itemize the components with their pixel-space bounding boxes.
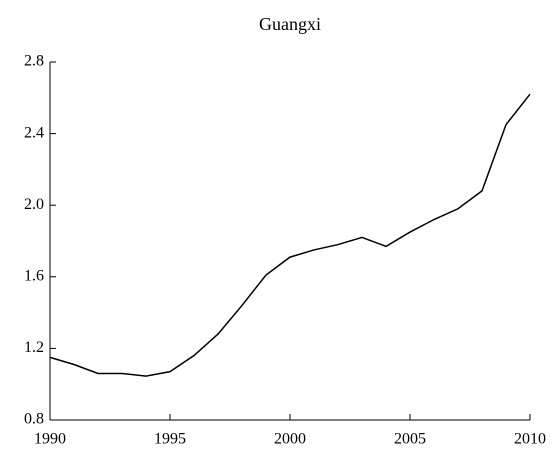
x-tick-label: 2005: [394, 431, 426, 448]
x-tick-label: 1990: [34, 431, 66, 448]
y-tick-label: 2.8: [24, 53, 44, 70]
line: [49, 93, 531, 377]
y-tick-label: 0.8: [24, 411, 44, 428]
x-tick-label: 1995: [154, 431, 186, 448]
x-tick-label: 2000: [274, 431, 306, 448]
y-tick-label: 1.6: [24, 267, 44, 284]
y-tick-label: 2.4: [24, 124, 44, 141]
x-tick-label: 2010: [514, 431, 546, 448]
y-tick-label: 1.2: [24, 339, 44, 356]
y-tick-label: 2.0: [24, 196, 44, 213]
chart-title: Guangxi: [259, 14, 321, 34]
